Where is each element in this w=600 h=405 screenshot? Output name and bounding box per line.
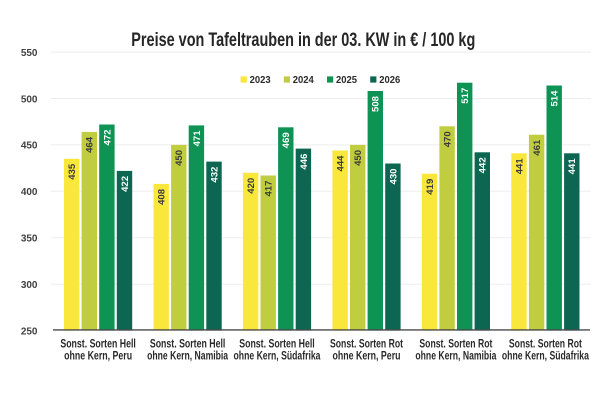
svg-text:400: 400: [21, 187, 38, 198]
svg-text:471: 471: [192, 130, 203, 147]
svg-text:Preise von Tafeltrauben in der: Preise von Tafeltrauben in der 03. KW in…: [131, 29, 475, 51]
svg-text:350: 350: [21, 234, 38, 245]
svg-text:514: 514: [550, 90, 561, 107]
svg-text:ohne Kern, Peru: ohne Kern, Peru: [64, 350, 132, 362]
svg-text:2023: 2023: [250, 74, 271, 86]
svg-text:441: 441: [514, 158, 525, 175]
svg-text:Sonst. Sorten Hell: Sonst. Sorten Hell: [239, 338, 315, 350]
svg-text:469: 469: [281, 132, 292, 148]
svg-text:417: 417: [264, 181, 275, 197]
svg-text:420: 420: [246, 178, 257, 194]
svg-text:ohne Kern, Peru: ohne Kern, Peru: [333, 350, 401, 362]
svg-text:Sonst. Sorten Rot: Sonst. Sorten Rot: [330, 338, 403, 350]
svg-text:500: 500: [21, 94, 38, 105]
svg-text:Sonst. Sorten Rot: Sonst. Sorten Rot: [509, 338, 582, 350]
svg-text:508: 508: [371, 96, 382, 112]
svg-text:Sonst. Sorten Hell: Sonst. Sorten Hell: [60, 338, 136, 350]
svg-text:461: 461: [532, 139, 543, 156]
svg-text:446: 446: [299, 154, 310, 170]
svg-text:ohne Kern, Namibia: ohne Kern, Namibia: [415, 350, 496, 362]
svg-text:517: 517: [460, 88, 471, 104]
svg-text:ohne Kern, Namibia: ohne Kern, Namibia: [147, 350, 228, 362]
svg-text:2024: 2024: [293, 74, 314, 86]
svg-text:441: 441: [567, 158, 578, 175]
svg-text:250: 250: [21, 326, 38, 337]
svg-text:444: 444: [336, 155, 347, 172]
svg-text:422: 422: [120, 176, 131, 192]
svg-text:Sonst. Sorten Hell: Sonst. Sorten Hell: [150, 338, 226, 350]
svg-text:550: 550: [21, 48, 38, 59]
svg-text:408: 408: [157, 189, 168, 205]
svg-text:442: 442: [478, 157, 489, 173]
svg-text:419: 419: [425, 179, 436, 195]
svg-text:300: 300: [21, 280, 38, 291]
svg-text:432: 432: [209, 167, 220, 183]
svg-text:472: 472: [102, 130, 113, 146]
svg-text:430: 430: [388, 169, 399, 185]
svg-text:464: 464: [85, 136, 96, 153]
svg-text:450: 450: [21, 141, 38, 152]
svg-text:ohne Kern, Südafrika: ohne Kern, Südafrika: [502, 350, 589, 362]
svg-text:2026: 2026: [379, 74, 400, 86]
svg-text:Sonst. Sorten Rot: Sonst. Sorten Rot: [419, 338, 492, 350]
svg-text:450: 450: [353, 150, 364, 166]
svg-text:ohne Kern, Südafrika: ohne Kern, Südafrika: [234, 350, 321, 362]
svg-text:2025: 2025: [336, 74, 357, 86]
svg-text:470: 470: [443, 131, 454, 147]
svg-text:450: 450: [174, 150, 185, 166]
svg-text:435: 435: [67, 163, 78, 180]
